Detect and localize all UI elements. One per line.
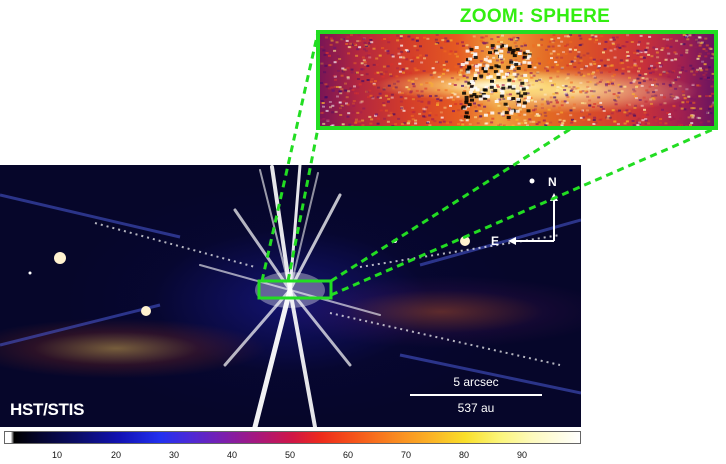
colorbar-tick-label: 10 (51, 450, 62, 460)
scale-bar (410, 394, 542, 396)
colorbar (4, 431, 581, 444)
zoom-panel (316, 30, 718, 130)
instrument-label: HST/STIS (10, 400, 85, 419)
zoom-central-residual (460, 44, 532, 119)
star-faint-1 (393, 239, 397, 243)
star-faint-2 (28, 271, 32, 275)
zoom-noise-texture (320, 34, 714, 126)
colorbar-tick-label: 30 (168, 450, 179, 460)
scale-bar-arcsec-label: 5 arcsec (453, 375, 499, 389)
star-top-right (529, 178, 535, 184)
colorbar-tick-label: 50 (284, 450, 295, 460)
compass-east-label: E (491, 234, 500, 248)
colorbar-tick-label: 20 (110, 450, 121, 460)
colorbar-tick-label: 70 (400, 450, 411, 460)
compass-arrows-icon (508, 193, 558, 245)
colorbar-tick-label: 80 (458, 450, 469, 460)
star-lower-left (141, 306, 151, 316)
colorbar-tick-label: 90 (516, 450, 527, 460)
colorbar-tick-label: 60 (342, 450, 353, 460)
main-image: N E 5 arcsec 537 au HST/STIS (0, 165, 581, 427)
scale-bar-au-label: 537 au (457, 401, 495, 415)
star-right (460, 236, 470, 246)
colorbar-tick-label: 40 (226, 450, 237, 460)
star-left (54, 252, 66, 264)
zoom-title: ZOOM: SPHERE (459, 6, 611, 27)
stellar-core (255, 272, 325, 308)
